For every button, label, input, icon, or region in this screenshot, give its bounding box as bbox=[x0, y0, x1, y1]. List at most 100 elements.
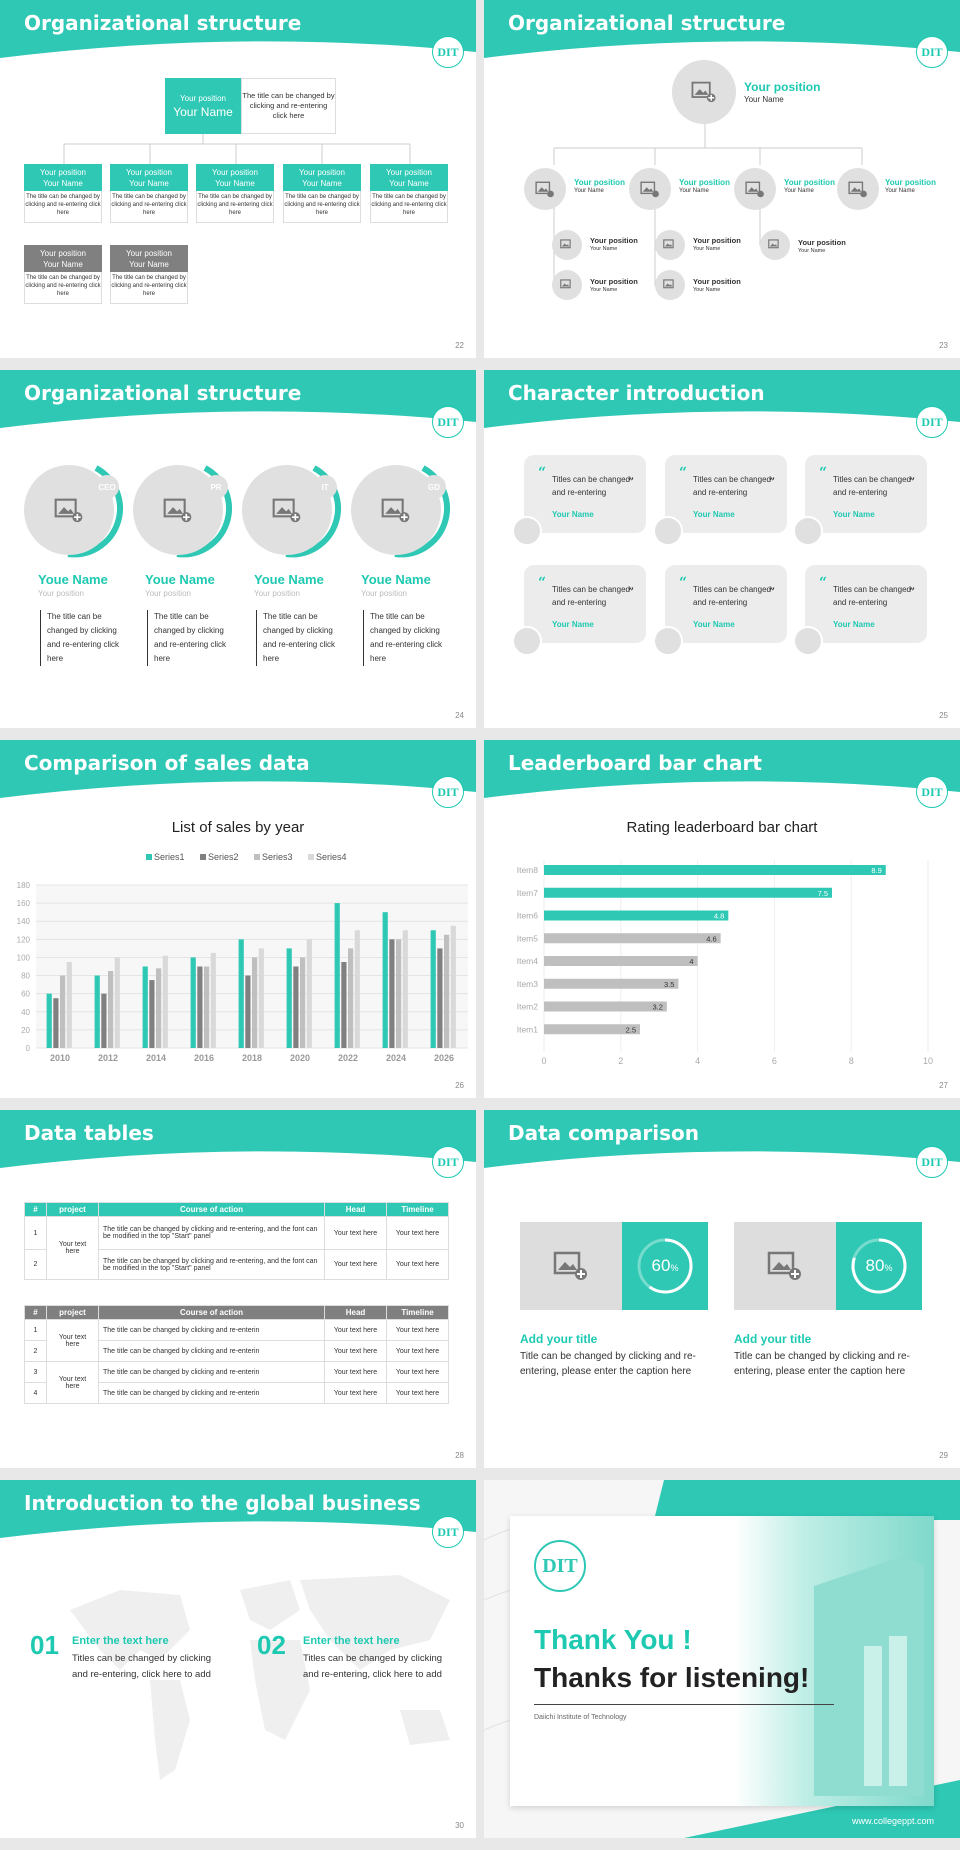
bar bbox=[402, 930, 408, 1048]
cell: Your text here bbox=[46, 1361, 99, 1404]
cell: Your text here bbox=[324, 1361, 387, 1383]
quote-open-icon: “ bbox=[679, 575, 688, 591]
slide-title: Organizational structure bbox=[24, 381, 302, 405]
image-placeholder[interactable] bbox=[655, 230, 685, 260]
bar bbox=[149, 980, 155, 1048]
legend-swatch bbox=[308, 854, 314, 860]
logo: DIT bbox=[534, 1540, 586, 1592]
avatar bbox=[653, 626, 683, 656]
person-position: Your position bbox=[145, 589, 191, 598]
bar bbox=[389, 939, 395, 1048]
y-tick-label: Item6 bbox=[517, 911, 539, 921]
image-icon bbox=[640, 181, 659, 197]
header-band bbox=[0, 740, 476, 798]
image-icon bbox=[691, 81, 716, 103]
page-number: 26 bbox=[455, 1081, 464, 1090]
image-placeholder[interactable] bbox=[655, 270, 685, 300]
cell: Your text here bbox=[46, 1319, 99, 1362]
bar bbox=[544, 910, 729, 921]
quote-close-icon: ” bbox=[769, 587, 775, 598]
col-header: Head bbox=[324, 1202, 387, 1217]
bar bbox=[354, 930, 360, 1048]
logo: DIT bbox=[916, 36, 948, 68]
x-tick-label: 2 bbox=[618, 1056, 623, 1066]
quote-card: “ Titles can be changed and re-entering” Y… bbox=[524, 455, 646, 533]
x-tick-label: 0 bbox=[541, 1056, 546, 1066]
bar bbox=[162, 955, 168, 1048]
header-band bbox=[484, 0, 960, 58]
image-placeholder[interactable] bbox=[672, 60, 736, 124]
bar bbox=[306, 939, 312, 1048]
bar bbox=[544, 978, 679, 989]
logo: DIT bbox=[432, 36, 464, 68]
quote-name: Your Name bbox=[833, 620, 875, 629]
image-icon bbox=[54, 498, 83, 522]
building-icon bbox=[814, 1556, 924, 1796]
bar bbox=[334, 903, 340, 1048]
closing-card: DIT Thank You ! Thanks for listening! Da… bbox=[510, 1516, 934, 1806]
bar bbox=[245, 975, 251, 1048]
image-placeholder[interactable] bbox=[734, 168, 776, 210]
legend-swatch bbox=[200, 854, 206, 860]
quote-name: Your Name bbox=[693, 510, 735, 519]
image-icon bbox=[560, 239, 571, 249]
item-title: Add your title bbox=[734, 1332, 812, 1346]
bar bbox=[544, 956, 698, 966]
cell: Your text here bbox=[324, 1216, 387, 1250]
x-tick-label: 2010 bbox=[50, 1053, 70, 1063]
image-placeholder[interactable] bbox=[552, 270, 582, 300]
quote-name: Your Name bbox=[552, 620, 594, 629]
bar bbox=[258, 948, 264, 1048]
position: Your position bbox=[679, 178, 730, 187]
cell: 1 bbox=[24, 1319, 47, 1341]
image-placeholder[interactable] bbox=[552, 230, 582, 260]
table-row: 2 The title can be changed by clicking an… bbox=[24, 1249, 449, 1280]
image-icon bbox=[535, 181, 554, 197]
percent-sign: % bbox=[670, 1263, 679, 1273]
x-tick-label: 2016 bbox=[194, 1053, 214, 1063]
quote-close-icon: ” bbox=[628, 587, 634, 598]
data-table-1: # project Course of action Head Timeline 1 Yo… bbox=[24, 1202, 449, 1280]
page-number: 23 bbox=[939, 341, 948, 350]
image-placeholder[interactable] bbox=[629, 168, 671, 210]
org-desc: The title can be changed by clicking and… bbox=[370, 191, 448, 223]
person-name: Youe Name bbox=[254, 572, 324, 587]
bar bbox=[66, 961, 72, 1048]
slide-title: Organizational structure bbox=[508, 11, 786, 35]
page-number: 24 bbox=[455, 711, 464, 720]
quote-open-icon: “ bbox=[538, 465, 547, 481]
image-placeholder[interactable] bbox=[760, 230, 790, 260]
image-placeholder[interactable] bbox=[520, 1222, 622, 1310]
y-tick-label: 120 bbox=[17, 935, 31, 944]
slide-23: Organizational structure DIT Your positi… bbox=[484, 0, 960, 358]
page-number: 28 bbox=[455, 1451, 464, 1460]
percent-panel: 80% bbox=[836, 1222, 922, 1310]
header-band bbox=[484, 1110, 960, 1168]
image-placeholder[interactable] bbox=[734, 1222, 836, 1310]
image-placeholder[interactable] bbox=[524, 168, 566, 210]
cell: Your text here bbox=[324, 1382, 387, 1404]
y-tick-label: Item1 bbox=[517, 1024, 539, 1034]
org-desc: The title can be changed by clicking and… bbox=[24, 191, 102, 223]
chart-title: Rating leaderboard bar chart bbox=[627, 819, 819, 836]
y-tick-label: 100 bbox=[17, 953, 31, 962]
image-icon bbox=[768, 239, 779, 249]
bar bbox=[293, 966, 299, 1048]
legend-label: Series3 bbox=[262, 852, 293, 862]
cell: The title can be changed by clicking and… bbox=[98, 1216, 325, 1250]
y-tick-label: Item4 bbox=[517, 956, 539, 966]
x-tick-label: 2026 bbox=[434, 1053, 454, 1063]
image-icon bbox=[553, 1251, 587, 1280]
bar bbox=[108, 971, 114, 1048]
quote-open-icon: “ bbox=[819, 465, 828, 481]
bar bbox=[114, 957, 120, 1048]
person-desc: The title can be changed by clicking and… bbox=[40, 610, 122, 666]
data-label: 3.5 bbox=[664, 980, 674, 989]
image-placeholder[interactable] bbox=[837, 168, 879, 210]
item-title: Add your title bbox=[520, 1332, 598, 1346]
legend-swatch bbox=[146, 854, 152, 860]
person-desc: The title can be changed by clicking and… bbox=[147, 610, 229, 666]
quote-name: Your Name bbox=[693, 620, 735, 629]
website-url[interactable]: www.collegeppt.com bbox=[851, 1816, 934, 1826]
legend-label: Series2 bbox=[208, 852, 239, 862]
